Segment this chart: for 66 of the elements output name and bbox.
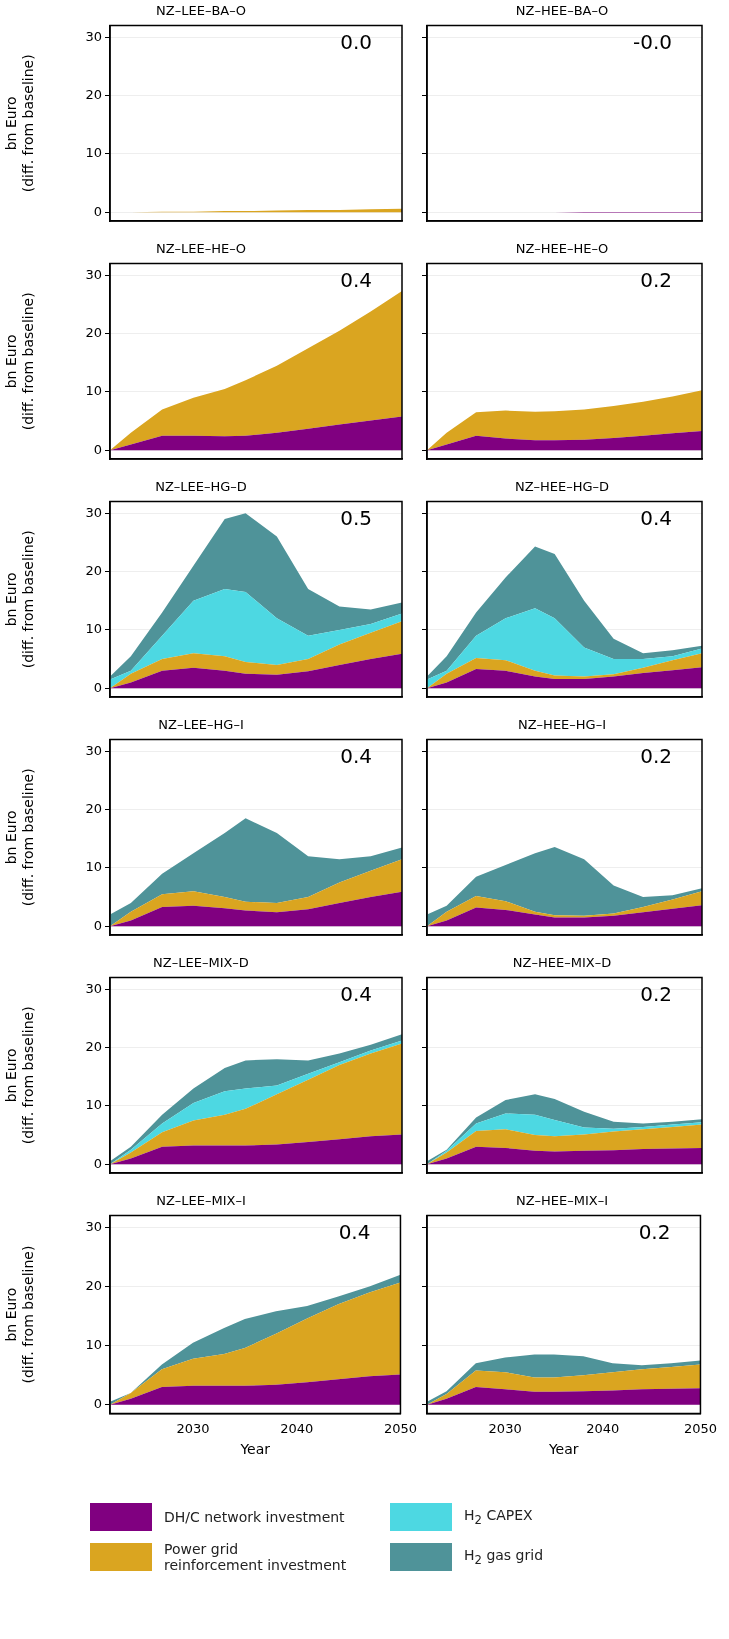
y-tick-label: 30	[85, 980, 102, 996]
y-axis-title: bn Euro (diff. from baseline)	[3, 54, 36, 193]
y-tick-label: 10	[85, 1337, 102, 1352]
y-axis-title: bn Euro (diff. from baseline)	[3, 1245, 36, 1384]
chart-title: NZ–LEE–BA–O	[156, 3, 246, 19]
x-tick-label: 2050	[683, 1420, 717, 1436]
legend-label: H$_{2}$ gas grid	[464, 1546, 544, 1568]
y-tick-label: 10	[85, 383, 102, 399]
annotation: -0.0	[632, 29, 672, 54]
annotation: 0.4	[338, 1219, 371, 1244]
annotation: 0.2	[640, 743, 672, 768]
y-tick-label: 20	[85, 562, 102, 578]
y-tick-label: 20	[85, 1038, 102, 1054]
y-axis-title: bn Euro (diff. from baseline)	[3, 768, 36, 907]
annotation: 0.4	[340, 267, 372, 292]
y-tick-label: 20	[85, 86, 102, 102]
x-tick-label: 2030	[176, 1420, 210, 1436]
chart-title: NZ–HEE–HE–O	[515, 241, 609, 257]
y-tick-label: 30	[85, 1218, 102, 1234]
annotation: 0.2	[640, 267, 672, 292]
y-tick-label: 10	[85, 1097, 102, 1113]
y-tick-label: 0	[93, 917, 102, 933]
x-axis-title: Year	[547, 1441, 579, 1458]
annotation: 0.5	[340, 505, 372, 530]
annotation: 0.4	[340, 981, 372, 1006]
annotation: 0.2	[640, 981, 672, 1006]
y-axis-title: bn Euro (diff. from baseline)	[3, 530, 36, 669]
y-tick-label: 30	[85, 742, 102, 758]
annotation: 0.0	[340, 29, 372, 54]
y-tick-label: 20	[85, 800, 102, 816]
y-tick-label: 10	[85, 621, 102, 637]
y-axis-title: bn Euro (diff. from baseline)	[3, 292, 36, 431]
x-tick-label: 2050	[383, 1420, 417, 1436]
y-tick-label: 20	[85, 1277, 102, 1293]
annotation: 0.4	[340, 743, 372, 768]
y-tick-label: 0	[93, 1155, 102, 1171]
x-tick-label: 2040	[280, 1420, 314, 1436]
chart-title: NZ–HEE–MIX–I	[515, 1193, 609, 1209]
y-tick-label: 20	[85, 324, 102, 340]
y-tick-label: 10	[85, 859, 102, 875]
y-tick-label: 0	[93, 1396, 102, 1412]
chart-title: NZ–LEE–HG–D	[155, 479, 247, 495]
y-tick-label: 30	[85, 504, 102, 520]
chart-title: NZ–HEE–BA–O	[515, 3, 609, 19]
y-tick-label: 0	[93, 203, 102, 219]
y-tick-label: 10	[85, 145, 102, 161]
y-axis-title: bn Euro (diff. from baseline)	[3, 1006, 36, 1145]
chart-title: NZ–HEE–HG–I	[517, 717, 607, 733]
y-tick-label: 30	[85, 266, 102, 282]
x-axis-title: Year	[239, 1441, 271, 1458]
chart-title: NZ–LEE–MIX–D	[153, 955, 249, 971]
x-tick-label: 2030	[488, 1420, 522, 1436]
chart-title: NZ–LEE–HG–I	[158, 717, 244, 733]
legend-label: Power grid reinforcement investment	[164, 1541, 347, 1574]
chart-title: NZ–HEE–MIX–D	[512, 955, 612, 971]
legend-label: DH/C network investment	[164, 1508, 345, 1526]
y-tick-label: 30	[85, 28, 102, 44]
chart-title: NZ–LEE–MIX–I	[156, 1193, 246, 1209]
chart-title: NZ–HEE–HG–D	[514, 479, 610, 495]
annotation: 0.2	[638, 1219, 671, 1244]
y-tick-label: 0	[93, 441, 102, 457]
chart-title: NZ–LEE–HE–O	[155, 241, 247, 257]
x-tick-label: 2040	[586, 1420, 620, 1436]
legend-label: H$_{2}$ CAPEX	[464, 1506, 533, 1528]
annotation: 0.4	[640, 505, 672, 530]
y-tick-label: 0	[93, 679, 102, 695]
